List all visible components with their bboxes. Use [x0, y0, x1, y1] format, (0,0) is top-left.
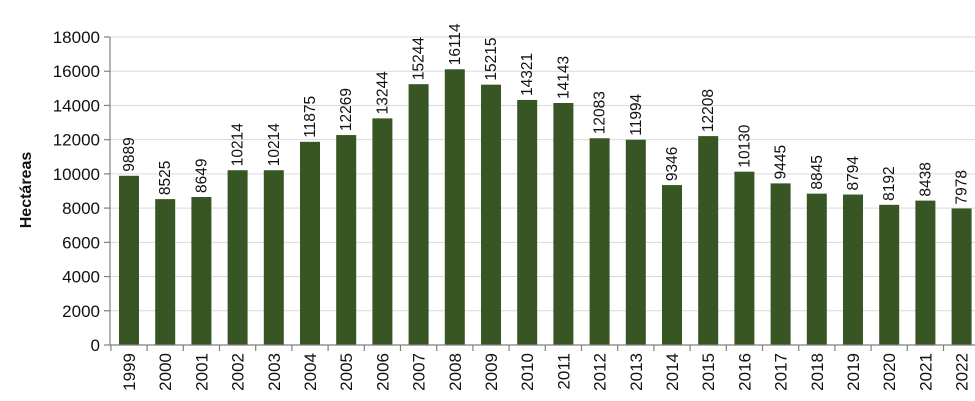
- x-tick-label: 2011: [554, 353, 573, 390]
- y-tick-label: 10000: [53, 165, 100, 184]
- data-label: 12269: [338, 88, 355, 131]
- bar: [879, 204, 900, 345]
- x-tick-label: 2002: [229, 353, 248, 391]
- bar: [119, 175, 139, 345]
- x-tick-label: 1999: [120, 353, 139, 391]
- bar: [951, 208, 972, 345]
- data-label: 12083: [592, 91, 609, 134]
- bar: [444, 69, 465, 346]
- bar: [481, 84, 501, 345]
- bar: [734, 171, 755, 345]
- bar: [553, 102, 574, 345]
- data-label: 11994: [628, 93, 645, 135]
- bar: [263, 170, 284, 345]
- bar: [517, 99, 538, 345]
- axes: [109, 37, 975, 346]
- y-tick-label: 0: [91, 336, 100, 355]
- x-tick-label: 2007: [410, 353, 429, 391]
- bar: [843, 194, 863, 345]
- x-tick-label: 2021: [916, 353, 935, 391]
- data-label: 8794: [845, 156, 862, 191]
- bar: [227, 170, 248, 345]
- bars: [119, 69, 972, 346]
- data-label: 8192: [881, 166, 898, 200]
- x-tick-label: 2020: [880, 353, 899, 391]
- x-tick-label: 2014: [663, 353, 682, 391]
- bar: [625, 139, 646, 345]
- bar: [770, 183, 791, 345]
- bar: [662, 185, 682, 345]
- bar: [408, 84, 429, 345]
- y-axis-label: Hectáreas: [18, 152, 35, 229]
- bar: [698, 136, 719, 345]
- data-label: 9445: [773, 145, 790, 179]
- bar: [589, 138, 610, 345]
- bar: [191, 197, 212, 345]
- data-label: 15244: [411, 37, 428, 80]
- y-tick-label: 2000: [62, 302, 100, 321]
- data-label: 16114: [447, 23, 464, 65]
- y-tick-label: 16000: [53, 62, 100, 81]
- y-tick-label: 8000: [62, 199, 100, 218]
- x-tick-label: 2006: [373, 353, 392, 391]
- data-label: 10214: [230, 123, 247, 166]
- data-label: 14143: [555, 56, 572, 99]
- x-tick-label: 2000: [156, 353, 175, 391]
- data-label: 7978: [954, 170, 971, 204]
- y-tick-label: 4000: [62, 268, 100, 287]
- bar: [155, 199, 176, 345]
- y-tick-label: 12000: [53, 131, 100, 150]
- data-label: 8845: [809, 155, 826, 189]
- x-tick-label: 2003: [265, 353, 284, 391]
- x-tick-label: 2001: [192, 353, 211, 391]
- x-tick-label: 2017: [772, 353, 791, 391]
- gridlines: [104, 36, 975, 351]
- data-label: 8525: [157, 161, 174, 195]
- y-tick-label: 18000: [53, 28, 100, 47]
- x-tick-label: 2004: [301, 353, 320, 391]
- y-tick-label: 14000: [53, 96, 100, 115]
- y-tick-label: 6000: [62, 233, 100, 252]
- bar: [806, 193, 827, 345]
- bar: [915, 200, 936, 345]
- labels: 0 2000 4000 6000 8000 10000 12000 14000 16000 180…: [53, 23, 972, 391]
- x-tick-label: 2005: [337, 353, 356, 391]
- data-label: 15215: [483, 38, 500, 81]
- data-label: 11875: [302, 96, 319, 138]
- bar: [372, 118, 393, 345]
- x-tick-label: 2022: [953, 353, 972, 391]
- data-label: 14321: [519, 53, 536, 96]
- x-tick-label: 2008: [446, 353, 465, 391]
- data-label: 10130: [736, 124, 753, 167]
- bar: [336, 135, 357, 345]
- x-tick-label: 2016: [735, 353, 754, 391]
- x-tick-label: 2009: [482, 353, 501, 391]
- data-label: 12208: [700, 89, 717, 132]
- data-label: 9346: [664, 147, 681, 181]
- x-tick-label: 2015: [699, 353, 718, 391]
- x-tick-label: 2010: [518, 353, 537, 391]
- bar: [300, 141, 320, 345]
- x-tick-label: 2012: [591, 353, 610, 391]
- x-tick-label: 2018: [808, 353, 827, 391]
- x-tick-label: 2019: [844, 353, 863, 391]
- data-label: 8438: [917, 162, 934, 196]
- data-label: 8649: [193, 159, 210, 193]
- data-label: 9889: [121, 137, 138, 171]
- x-tick-label: 2013: [627, 353, 646, 391]
- data-label: 13244: [374, 71, 391, 114]
- data-label: 10214: [266, 123, 283, 166]
